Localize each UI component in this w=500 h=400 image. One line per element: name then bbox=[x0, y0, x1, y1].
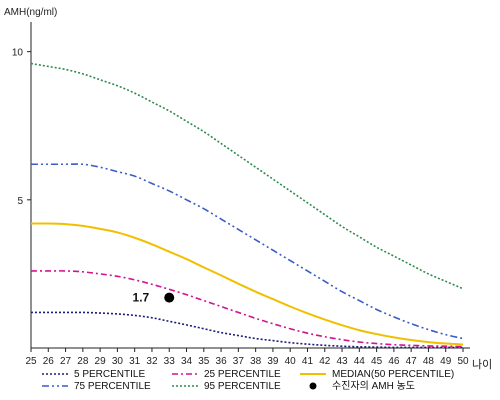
series-line-95-percentile bbox=[30, 62, 464, 290]
x-tick-label: 39 bbox=[267, 356, 279, 367]
legend-label: 95 PERCENTILE bbox=[204, 381, 281, 392]
x-tick-label: 34 bbox=[181, 356, 193, 367]
series-line-25-percentile bbox=[30, 270, 464, 348]
legend-label: 수진자의 AMH 농도 bbox=[332, 380, 415, 392]
patient-amh-value-label: 1.7 bbox=[133, 291, 150, 305]
x-tick-label: 36 bbox=[216, 356, 228, 367]
x-tick-label: 37 bbox=[233, 356, 245, 367]
y-tick-label: 5 bbox=[17, 196, 23, 207]
x-tick-label: 40 bbox=[285, 356, 297, 367]
y-axis-title: AMH(ng/ml) bbox=[4, 7, 57, 18]
axes: AMH(ng/ml) 나이 bbox=[4, 7, 492, 371]
x-tick-label: 28 bbox=[77, 356, 89, 367]
x-tick-label: 27 bbox=[60, 356, 72, 367]
x-tick-label: 30 bbox=[112, 356, 124, 367]
x-tick-label: 29 bbox=[95, 356, 107, 367]
legend-label: 25 PERCENTILE bbox=[204, 369, 281, 380]
x-tick-label: 46 bbox=[388, 356, 400, 367]
patient-amh-point bbox=[164, 292, 175, 303]
legend-label: 5 PERCENTILE bbox=[74, 369, 145, 380]
ticks: 25 26 27 28 29 30 31 32 33 34 35 36 37 38 39 40 41 42 43 44… bbox=[12, 48, 469, 367]
x-tick-label: 47 bbox=[406, 356, 418, 367]
legend-label: 75 PERCENTILE bbox=[74, 381, 151, 392]
legend-label: MEDIAN(50 PERCENTILE) bbox=[332, 369, 454, 380]
x-tick-label: 42 bbox=[319, 356, 331, 367]
x-tick-label: 43 bbox=[336, 356, 348, 367]
x-tick-label: 33 bbox=[164, 356, 176, 367]
legend: 5 PERCENTILE 25 PERCENTILE MEDIAN(50 PERCE… bbox=[42, 369, 454, 392]
x-tick-label: 41 bbox=[302, 356, 314, 367]
x-tick-label: 45 bbox=[371, 356, 383, 367]
x-tick-label: 32 bbox=[146, 356, 158, 367]
x-tick-label: 38 bbox=[250, 356, 262, 367]
x-tick-label: 26 bbox=[43, 356, 55, 367]
x-tick-label: 25 bbox=[25, 356, 37, 367]
x-tick-label: 49 bbox=[440, 356, 452, 367]
x-tick-label: 35 bbox=[198, 356, 210, 367]
x-tick-label: 44 bbox=[354, 356, 366, 367]
x-tick-label: 31 bbox=[129, 356, 141, 367]
x-tick-label: 50 bbox=[457, 356, 469, 367]
legend-point-swatch bbox=[309, 382, 317, 390]
series-line-5-percentile bbox=[30, 311, 463, 349]
series bbox=[30, 62, 464, 349]
x-axis-title: 나이 bbox=[472, 358, 492, 371]
x-tick-label: 48 bbox=[423, 356, 435, 367]
y-tick-label: 10 bbox=[12, 48, 24, 59]
data-point: 1.7 bbox=[133, 291, 175, 305]
series-line-75-percentile bbox=[31, 163, 464, 340]
series-line-median-50-percentile bbox=[30, 222, 464, 346]
